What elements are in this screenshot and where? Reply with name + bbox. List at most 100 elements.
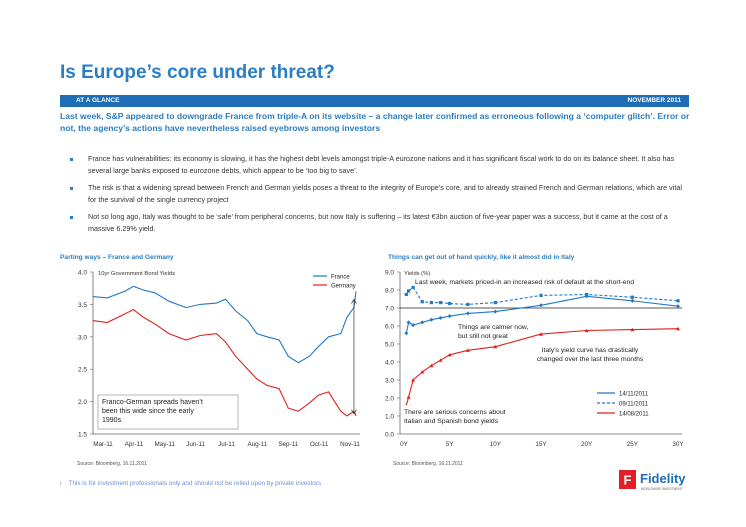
spread-annotation-box: [97, 394, 239, 430]
x-tick-label: 20Y: [581, 441, 593, 448]
y-tick-label: 6.0: [385, 324, 394, 331]
at-a-glance-banner: AT A GLANCE NOVEMBER 2011: [60, 95, 689, 107]
annotation-backdrop: [402, 405, 532, 431]
y-tick-label: 5.0: [385, 342, 394, 349]
x-tick-label: Oct-11: [310, 441, 329, 448]
x-tick-label: 30Y: [672, 441, 684, 448]
series-marker: [539, 332, 543, 336]
logo-mark: [619, 470, 636, 489]
series-marker: [429, 363, 434, 368]
series-marker: [411, 323, 416, 328]
series-marker: [438, 358, 443, 362]
series-marker: [447, 353, 452, 357]
series-marker: [466, 302, 470, 306]
series-marker: [411, 285, 415, 289]
y-tick-label: 2.5: [78, 367, 87, 374]
x-tick-label: Apr-11: [125, 441, 144, 448]
series-marker: [493, 309, 498, 314]
bullet-text: France has vulnerabilities: its economy …: [88, 154, 675, 176]
bond-yield-chart: 4.0 3.5 3.0 2.5 2.0 1.5 Mar-11 Apr-11 May-11 Jun-…: [78, 270, 360, 449]
y-tick-label: 9.0: [385, 270, 394, 277]
legend-label: 09/11/2011: [619, 402, 649, 408]
series-marker: [420, 370, 425, 374]
series-marker: [411, 378, 416, 382]
bullet-marker: [70, 215, 73, 219]
y-tick-label: 2.0: [78, 399, 87, 406]
series-marker: [438, 301, 443, 305]
x-tick-label: Mar-11: [93, 441, 113, 448]
spread-annotation-text: 1990s: [102, 417, 122, 424]
y-tick-label: 1.0: [385, 414, 394, 421]
series-marker: [539, 293, 543, 297]
legend-label: Germany: [331, 284, 356, 290]
annotation-backdrop: [412, 276, 686, 286]
bullet-list: France has vulnerabilities: its economy …: [70, 153, 690, 239]
fidelity-logo: F Fidelity WORLDWIDE INVESTMENT: [619, 468, 689, 492]
series-marker: [493, 301, 497, 305]
bullet-item: The risk is that a widening spread betwe…: [70, 182, 690, 207]
series-marker: [404, 292, 408, 297]
footer-marker: ı: [60, 480, 62, 487]
series-marker: [429, 317, 434, 322]
y-tick-label: 7.0: [385, 306, 394, 313]
series-line-14-11-2011: [405, 295, 679, 334]
x-tick-label: Nov-11: [340, 441, 360, 448]
right-chart-source: Source: Bloomberg, 16.11.2011: [393, 461, 463, 467]
series-marker: [465, 348, 470, 352]
bullet-text: Not so long ago, Italy was thought to be…: [88, 211, 668, 234]
x-tick-label: 0Y: [400, 441, 409, 448]
left-chart-source: Source: Bloomberg, 16.11.2011: [77, 461, 147, 467]
banner-date: NOVEMBER 2011: [627, 97, 681, 104]
series-marker: [676, 326, 680, 331]
bullet-marker: [70, 186, 73, 190]
series-marker: [676, 299, 680, 303]
x-tick-label: Sep-11: [278, 441, 298, 448]
annotation-concerns: There are serious concerns about: [404, 409, 506, 416]
spread-arrow-head: [351, 409, 357, 415]
y-tick-label: 4.0: [385, 360, 394, 367]
series-marker: [406, 395, 411, 399]
x-tick-label: May-11: [154, 441, 175, 448]
left-chart-title: Parting ways – France and Germany: [60, 254, 174, 261]
series-marker: [539, 303, 543, 308]
annotation-short-end: Last week, markets priced-in an increase…: [415, 279, 634, 286]
series-marker: [420, 320, 425, 325]
legend-label: France: [331, 275, 350, 281]
annotation-calmer: Things are calmer now,: [458, 324, 528, 331]
y-tick-label: 2.0: [385, 396, 394, 403]
y-tick-label: 3.0: [385, 378, 394, 385]
annotation-curve-change: changed over the last three months: [537, 356, 644, 363]
y-tick-label: 4.0: [78, 270, 87, 277]
series-marker: [404, 331, 409, 336]
series-marker: [630, 298, 635, 303]
series-marker: [584, 328, 589, 333]
disclaimer-footer: ı This is for investment professionals o…: [60, 480, 321, 487]
series-marker: [429, 301, 433, 305]
logo-f-glyph: F: [624, 473, 632, 488]
x-tick-label: 15Y: [535, 441, 547, 448]
x-tick-label: 10Y: [490, 441, 502, 448]
fidelity-logo-graphic: F Fidelity WORLDWIDE INVESTMENT: [619, 470, 686, 491]
annotation-curve-change: Italy’s yield curve has drastically: [542, 347, 639, 354]
series-marker: [493, 344, 498, 349]
right-chart-title: Things can get out of hand quickly, like…: [388, 254, 575, 261]
chart-inner-title: 10yr Government Bond Yields: [98, 271, 175, 277]
series-marker: [585, 292, 589, 297]
bullet-text: The risk is that a widening spread betwe…: [88, 182, 682, 205]
spread-annotation-text: Franco-German spreads haven’t: [102, 399, 203, 406]
lead-paragraph: Last week, S&P appeared to downgrade Fra…: [60, 111, 690, 133]
series-marker: [630, 295, 634, 299]
spread-annotation-text: been this wide since the early: [102, 408, 194, 415]
series-marker: [630, 327, 635, 332]
bullet-item: France has vulnerabilities: its economy …: [70, 153, 690, 178]
logo-wordmark: Fidelity: [640, 471, 686, 486]
series-line-germany: [92, 308, 357, 417]
legend-label: 14/08/2011: [619, 412, 649, 418]
y-tick-label: 1.5: [78, 432, 87, 439]
logo-subtitle: WORLDWIDE INVESTMENT: [641, 487, 683, 491]
y-tick-label: 8.0: [385, 288, 394, 295]
series-marker: [465, 311, 470, 316]
series-marker: [406, 289, 411, 293]
bullet-item: Not so long ago, Italy was thought to be…: [70, 211, 690, 236]
page-title: Is Europe’s core under threat?: [60, 62, 335, 83]
